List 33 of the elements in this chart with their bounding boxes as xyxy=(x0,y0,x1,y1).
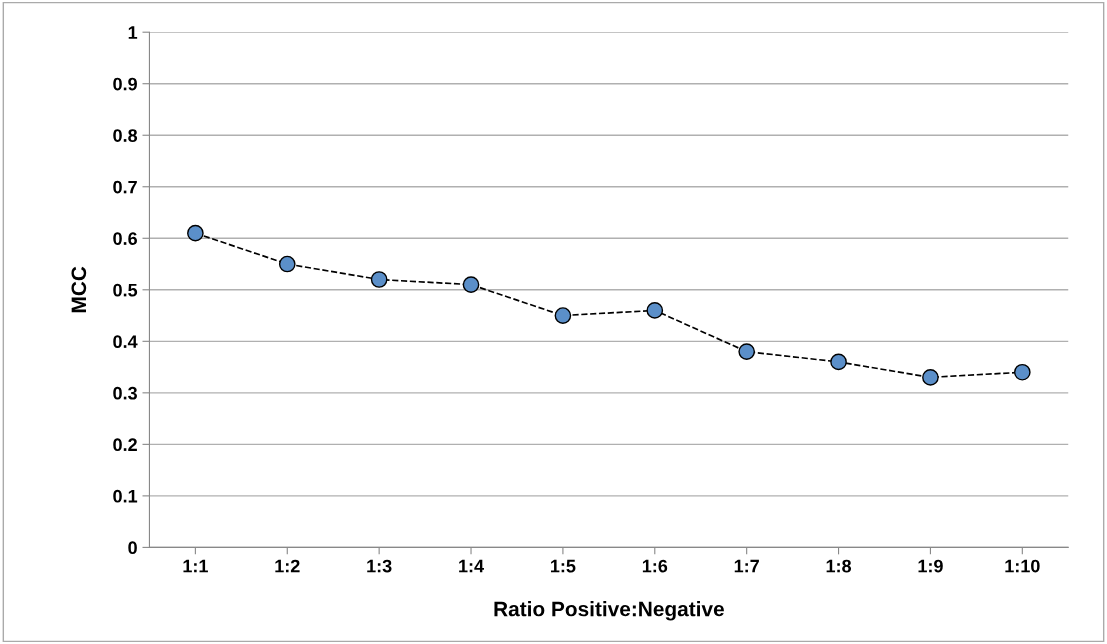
point xyxy=(187,224,204,242)
y-tick-label: 1 xyxy=(128,26,138,39)
y-axis-title: MCC xyxy=(71,266,87,313)
x-tick-label: 1:5 xyxy=(551,559,576,573)
y-tick-label: 0.7 xyxy=(113,180,137,194)
y-tick-label: 0 xyxy=(128,541,137,555)
x-tick-label: 1:2 xyxy=(275,559,300,573)
x-tick-label: 1:8 xyxy=(826,559,852,573)
y-tick-label: 0.9 xyxy=(113,77,137,91)
y-tick-label: 0.2 xyxy=(113,438,137,452)
point xyxy=(1013,363,1031,381)
y-tick-label: 0.6 xyxy=(113,232,137,245)
point xyxy=(278,255,296,273)
point xyxy=(738,343,756,360)
point xyxy=(830,353,847,371)
x-axis-title: Ratio Positive:Negative xyxy=(494,601,724,621)
y-tick-label: 0.8 xyxy=(113,129,138,142)
x-tick-label: 1:3 xyxy=(367,559,392,573)
y-tick-label: 0.4 xyxy=(113,335,138,349)
x-tick-label: 1:1 xyxy=(183,559,208,573)
point xyxy=(370,271,388,288)
point xyxy=(646,302,664,319)
x-tick-label: 1:7 xyxy=(734,559,759,573)
point xyxy=(462,276,480,293)
x-tick-label: 1:9 xyxy=(918,559,943,573)
x-tick-label: 1:10 xyxy=(1005,559,1040,573)
point xyxy=(922,369,939,386)
x-tick-label: 1:4 xyxy=(459,559,484,573)
y-tick-label: 0.3 xyxy=(113,386,137,400)
y-tick-label: 0.5 xyxy=(113,283,138,297)
y-tick-label: 0.1 xyxy=(113,489,138,503)
x-tick-label: 1:6 xyxy=(642,559,668,573)
point xyxy=(554,307,572,324)
